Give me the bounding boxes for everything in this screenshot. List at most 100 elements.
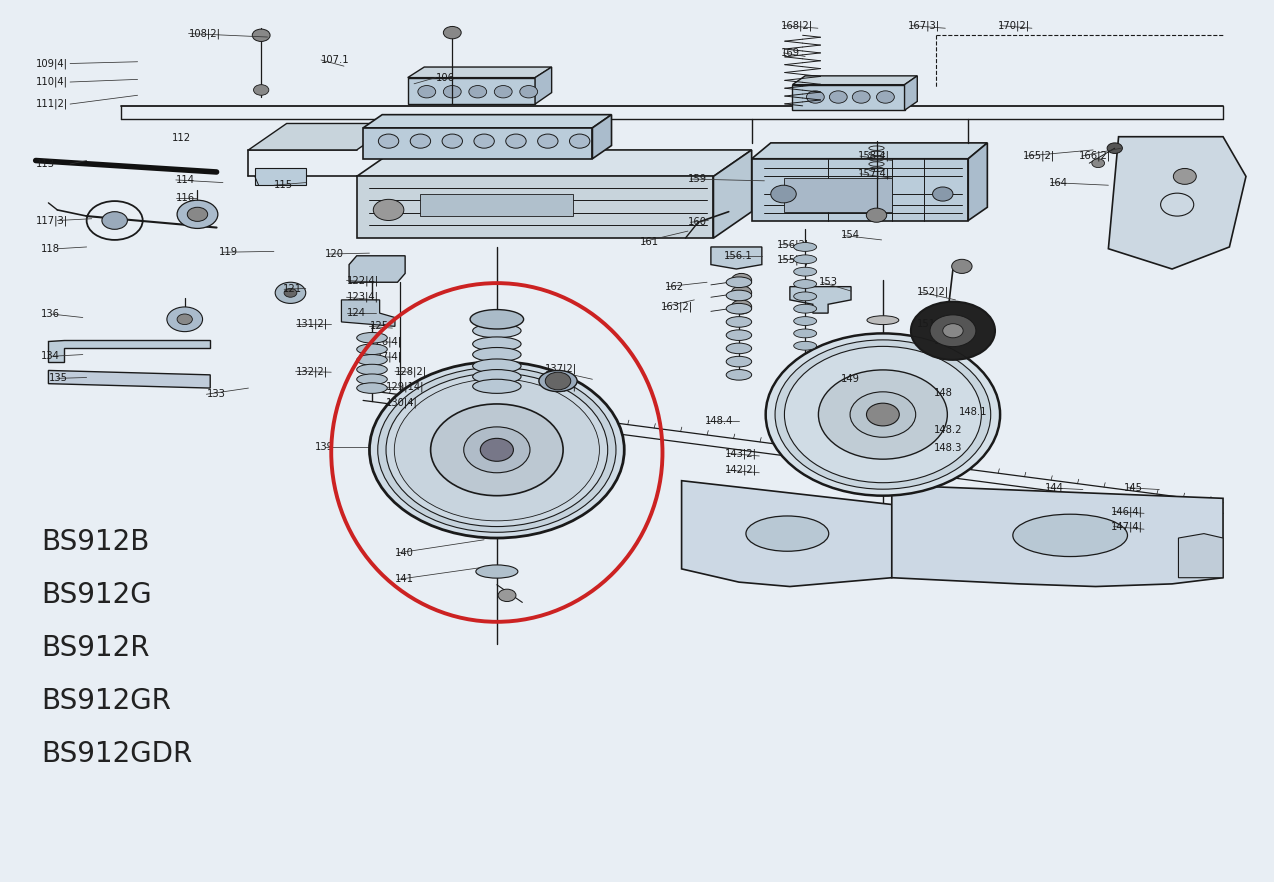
Text: 161: 161: [640, 236, 659, 247]
Text: 162: 162: [665, 281, 684, 292]
Ellipse shape: [794, 317, 817, 325]
Ellipse shape: [794, 329, 817, 338]
Text: 148.1: 148.1: [959, 407, 987, 417]
Ellipse shape: [745, 516, 828, 551]
Polygon shape: [48, 340, 210, 362]
Text: 160: 160: [688, 217, 707, 228]
Bar: [784, 178, 892, 212]
Circle shape: [410, 134, 431, 148]
Polygon shape: [790, 287, 851, 313]
Text: 131|2|: 131|2|: [296, 318, 327, 329]
Polygon shape: [248, 123, 395, 150]
Circle shape: [933, 187, 953, 201]
Ellipse shape: [473, 359, 521, 373]
Circle shape: [731, 300, 752, 314]
Text: 107.1: 107.1: [321, 55, 349, 65]
Text: 148.2: 148.2: [934, 425, 962, 436]
Ellipse shape: [726, 317, 752, 327]
Text: 117|3|: 117|3|: [36, 215, 68, 226]
Text: BS912G: BS912G: [41, 581, 152, 609]
Ellipse shape: [726, 330, 752, 340]
Text: 156|2|: 156|2|: [777, 239, 809, 250]
Circle shape: [494, 86, 512, 98]
Circle shape: [498, 589, 516, 602]
Text: BS912B: BS912B: [41, 528, 149, 557]
Text: 125: 125: [369, 321, 389, 332]
Text: 132|2|: 132|2|: [296, 366, 327, 377]
Text: 168|2|: 168|2|: [781, 20, 813, 31]
Polygon shape: [408, 78, 535, 104]
Text: BS912R: BS912R: [41, 634, 149, 662]
Ellipse shape: [357, 364, 387, 375]
Circle shape: [464, 427, 530, 473]
Circle shape: [731, 286, 752, 300]
Circle shape: [102, 212, 127, 229]
Circle shape: [911, 302, 995, 360]
Polygon shape: [968, 143, 987, 220]
Ellipse shape: [794, 255, 817, 264]
Text: 116: 116: [176, 193, 195, 204]
Circle shape: [829, 91, 847, 103]
Text: 110|4|: 110|4|: [36, 77, 68, 87]
Text: 129|14|: 129|14|: [386, 382, 424, 392]
Text: 127|4|: 127|4|: [369, 351, 401, 362]
Polygon shape: [357, 150, 752, 176]
Circle shape: [418, 86, 436, 98]
Circle shape: [480, 438, 513, 461]
Ellipse shape: [473, 324, 521, 338]
Text: 157|4|: 157|4|: [857, 168, 889, 179]
Circle shape: [569, 134, 590, 148]
Polygon shape: [752, 143, 987, 159]
Polygon shape: [363, 115, 612, 128]
Text: 126|4|: 126|4|: [369, 336, 401, 347]
Text: 112: 112: [172, 133, 191, 144]
Ellipse shape: [475, 564, 517, 579]
Text: 109|4|: 109|4|: [36, 58, 68, 69]
Circle shape: [818, 370, 948, 460]
Text: 170|2|: 170|2|: [998, 20, 1029, 31]
Text: 133: 133: [206, 389, 225, 400]
Ellipse shape: [794, 341, 817, 350]
Text: 124: 124: [347, 308, 366, 318]
Polygon shape: [792, 76, 917, 85]
Circle shape: [167, 307, 203, 332]
Text: 123|4|: 123|4|: [347, 292, 378, 303]
Circle shape: [850, 392, 916, 437]
Ellipse shape: [794, 304, 817, 313]
Text: 164: 164: [1049, 177, 1068, 188]
Text: 149: 149: [841, 374, 860, 385]
Text: 153: 153: [819, 277, 838, 288]
Text: 138|2|: 138|2|: [545, 380, 577, 391]
Polygon shape: [792, 85, 905, 110]
Circle shape: [431, 404, 563, 496]
Text: 166|2|: 166|2|: [1079, 151, 1111, 161]
Ellipse shape: [726, 290, 752, 301]
Circle shape: [252, 29, 270, 41]
Text: 167|3|: 167|3|: [908, 20, 940, 31]
Text: 136: 136: [41, 309, 60, 319]
Circle shape: [1107, 143, 1122, 153]
Text: 134: 134: [41, 351, 60, 362]
Polygon shape: [713, 150, 752, 238]
Circle shape: [378, 134, 399, 148]
Ellipse shape: [726, 303, 752, 314]
Circle shape: [731, 273, 752, 288]
Circle shape: [766, 333, 1000, 496]
Circle shape: [785, 347, 981, 482]
Circle shape: [943, 324, 963, 338]
Circle shape: [474, 134, 494, 148]
Ellipse shape: [357, 355, 387, 365]
Text: 165|2|: 165|2|: [1023, 151, 1055, 161]
Polygon shape: [341, 300, 395, 326]
Ellipse shape: [357, 344, 387, 355]
Text: 158|4|: 158|4|: [857, 151, 889, 161]
Circle shape: [952, 259, 972, 273]
Circle shape: [775, 340, 991, 490]
Circle shape: [369, 362, 624, 538]
Circle shape: [506, 134, 526, 148]
Text: 139: 139: [315, 442, 334, 452]
Ellipse shape: [357, 383, 387, 393]
Polygon shape: [1108, 137, 1246, 269]
Text: 115: 115: [274, 180, 293, 191]
Text: BS912GDR: BS912GDR: [41, 740, 192, 768]
